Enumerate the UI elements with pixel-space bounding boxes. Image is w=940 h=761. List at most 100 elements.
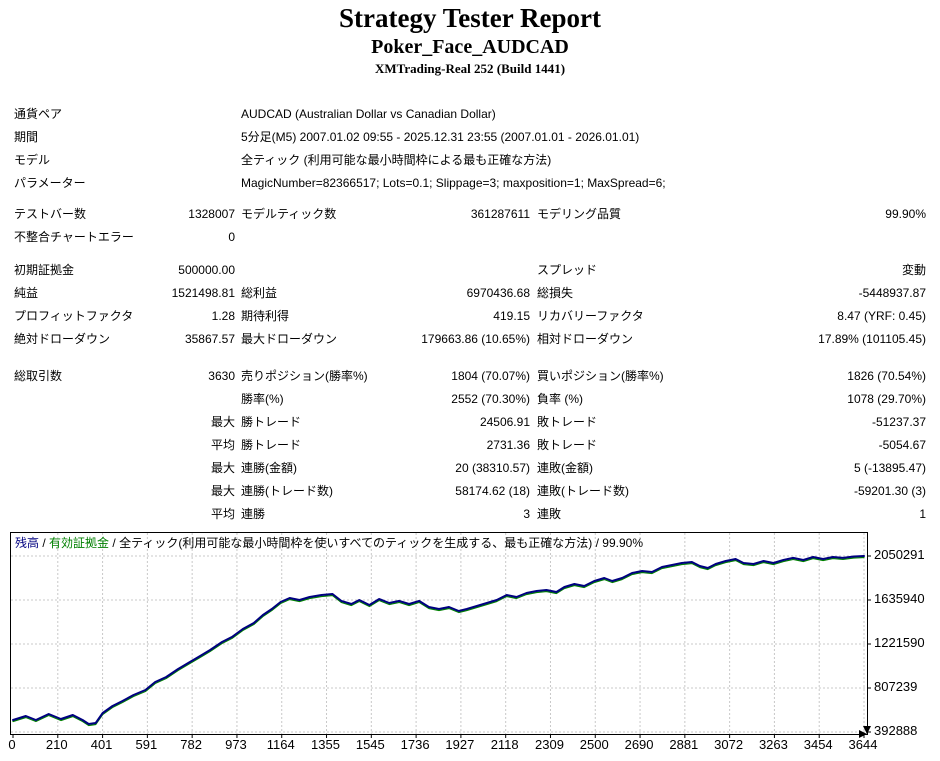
stat-label: 連勝(金額) — [241, 461, 297, 475]
stat-row: 最大 連勝(トレード数) 58174.62 (18) 連敗(トレード数) -59201.… — [14, 479, 926, 502]
stat-value: 361287611 — [470, 206, 530, 221]
stat-label: 最大ドローダウン — [241, 332, 338, 346]
balance-chart-svg — [11, 533, 871, 738]
stat-label: 初期証拠金 — [14, 263, 75, 277]
stat-label: 負率 (%) — [537, 392, 583, 406]
x-tick-label: 1164 — [266, 737, 295, 752]
equity-curve — [12, 556, 865, 727]
stat-value: 6970436.68 — [466, 285, 530, 300]
stat-label: 勝トレード — [241, 438, 302, 452]
legend-separator: / — [39, 536, 50, 550]
stat-label: モデルティック数 — [241, 207, 337, 221]
legend-separator: / — [109, 536, 120, 550]
stat-value: 35867.57 — [184, 331, 235, 346]
stat-row: 総取引数 3630 売りポジション(勝率%) 1804 (70.07%) 買いポジション… — [14, 364, 926, 387]
stat-label: スプレッド — [537, 263, 598, 277]
stat-cell: 絶対ドローダウン 35867.57 — [14, 330, 235, 347]
stat-value: 2552 (70.30%) — [451, 391, 530, 406]
stat-label: 連勝(トレード数) — [241, 484, 333, 498]
x-tick-label: 3263 — [758, 737, 788, 752]
params-section: 通貨ペア AUDCAD (Australian Dollar vs Canadia… — [14, 102, 926, 194]
stat-value: -59201.30 (3) — [853, 483, 926, 498]
x-tick-label: 2309 — [535, 737, 564, 752]
stat-cell: モデリング品質 99.90% — [537, 205, 926, 222]
stat-label: 期待利得 — [241, 309, 290, 323]
stat-cell: 最大 — [14, 459, 235, 476]
stat-label: 期間 — [14, 130, 39, 144]
stat-value: 1826 (70.54%) — [847, 368, 926, 383]
stat-cell: 総損失 -5448937.87 — [537, 284, 926, 301]
stat-row: 最大 連勝(金額) 20 (38310.57) 連敗(金額) 5 (-13895.47) — [14, 456, 926, 479]
stat-value: 変動 — [901, 263, 926, 277]
stat-label: モデル — [14, 153, 51, 167]
x-tick-label: 210 — [45, 737, 68, 752]
stat-value: 0 — [228, 229, 235, 244]
stat-value: 最大 — [210, 484, 235, 498]
stat-value: 500000.00 — [178, 262, 235, 277]
stat-cell: プロフィットファクタ 1.28 — [14, 307, 235, 324]
stat-cell: モデル — [14, 151, 235, 168]
stat-cell: 初期証拠金 500000.00 — [14, 261, 235, 278]
stat-value: 20 (38310.57) — [455, 460, 530, 475]
stat-value: 平均 — [210, 438, 235, 452]
stat-cell: 最大ドローダウン 179663.86 (10.65%) — [241, 330, 530, 347]
chart-legend: 残高 / 有効証拠金 / 全ティック(利用可能な最小時間枠を使いすべてのティック… — [15, 534, 643, 551]
stat-label: 敗トレード — [537, 415, 598, 429]
stat-value: 1804 (70.07%) — [451, 368, 530, 383]
stat-label: 通貨ペア — [14, 107, 63, 121]
stat-cell: 買いポジション(勝率%) 1826 (70.54%) — [537, 367, 926, 384]
stat-value: 419.15 — [493, 308, 530, 323]
y-tick-label: 1635940 — [874, 591, 925, 606]
stat-cell: 不整合チャートエラー 0 — [14, 228, 235, 245]
stat-value: 17.89% (101105.45) — [818, 331, 926, 346]
stat-label: 勝トレード — [241, 415, 302, 429]
x-tick-label: 3644 — [848, 737, 878, 752]
stat-value: 5 (-13895.47) — [853, 460, 926, 475]
stat-value: 8.47 (YRF: 0.45) — [837, 308, 926, 323]
x-tick-label: 973 — [225, 737, 247, 752]
stat-label: 総利益 — [241, 286, 278, 300]
stat-label: 連敗(金額) — [537, 461, 593, 475]
stat-label: 売りポジション(勝率%) — [241, 369, 368, 383]
stat-label: 敗トレード — [537, 438, 598, 452]
x-tick-label: 2690 — [624, 737, 654, 752]
stat-row: 平均 勝トレード 2731.36 敗トレード -5054.67 — [14, 433, 926, 456]
y-tick-label: 392888 — [874, 723, 918, 738]
stat-value: 1078 (29.70%) — [847, 391, 926, 406]
stat-value: 179663.86 (10.65%) — [421, 331, 530, 346]
stat-value: 58174.62 (18) — [455, 483, 530, 498]
stat-cell: 勝率(%) 2552 (70.30%) — [241, 390, 530, 407]
profit-section: 初期証拠金 500000.00 スプレッド 変動 純益 1521498.81 総利益 6970… — [14, 258, 926, 350]
stat-label: 連敗(トレード数) — [537, 484, 629, 498]
y-axis-arrow-icon — [863, 726, 871, 734]
stat-label: 連敗 — [537, 507, 562, 521]
stat-row: 初期証拠金 500000.00 スプレッド 変動 — [14, 258, 926, 281]
report-header: Strategy Tester Report Poker_Face_AUDCAD… — [0, 2, 940, 77]
legend-model-label: 全ティック(利用可能な最小時間枠を使いすべてのティックを生成する、最も正確な方法… — [119, 536, 643, 550]
stat-value: 平均 — [210, 507, 235, 521]
x-tick-label: 2881 — [669, 737, 699, 752]
stat-row: 勝率(%) 2552 (70.30%) 負率 (%) 1078 (29.70%) — [14, 387, 926, 410]
y-tick-label: 1221590 — [874, 635, 925, 650]
legend-equity-label: 有効証拠金 — [49, 536, 110, 550]
param-value: 全ティック (利用可能な最小時間枠による最も正確な方法) — [241, 153, 552, 167]
stat-label: プロフィットファクタ — [14, 309, 134, 323]
y-tick-label: 807239 — [874, 679, 918, 694]
x-tick-label: 1545 — [355, 737, 385, 752]
stat-cell: 平均 — [14, 436, 235, 453]
stat-label: 絶対ドローダウン — [14, 332, 111, 346]
stat-cell: 通貨ペア — [14, 105, 235, 122]
stat-cell: 勝トレード 2731.36 — [241, 436, 530, 453]
stat-cell: パラメーター — [14, 174, 235, 191]
param-row: 通貨ペア AUDCAD (Australian Dollar vs Canadia… — [14, 102, 926, 125]
x-tick-label: 3454 — [803, 737, 833, 752]
stat-cell: 最大 — [14, 413, 235, 430]
balance-curve — [12, 555, 865, 725]
stat-cell: 売りポジション(勝率%) 1804 (70.07%) — [241, 367, 530, 384]
stat-cell: スプレッド 変動 — [537, 261, 926, 278]
param-row: モデル 全ティック (利用可能な最小時間枠による最も正確な方法) — [14, 148, 926, 171]
x-tick-label: 401 — [90, 737, 113, 752]
x-tick-label: 782 — [180, 737, 203, 752]
stat-cell: 敗トレード -5054.67 — [537, 436, 926, 453]
